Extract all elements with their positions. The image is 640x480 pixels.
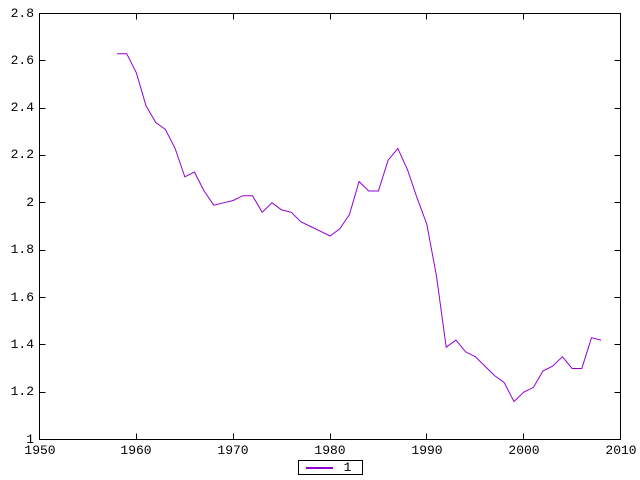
y-tick-label: 1	[26, 432, 34, 447]
x-tick-label: 1980	[314, 443, 346, 458]
legend-label: 1	[343, 460, 352, 475]
legend-box: 1	[298, 460, 363, 475]
y-tick-label: 2.8	[10, 6, 34, 21]
x-tick-label: 2010	[605, 443, 637, 458]
y-tick-label: 2.2	[10, 147, 34, 162]
x-tick-label: 2000	[508, 443, 540, 458]
plot-border	[39, 13, 621, 440]
legend-line-sample	[306, 466, 333, 469]
y-tick-label: 2	[26, 195, 34, 210]
x-tick-label: 1970	[217, 443, 249, 458]
y-tick-label: 1.8	[10, 242, 34, 257]
tick-marks	[39, 13, 621, 440]
y-tick-label: 2.6	[10, 53, 34, 68]
y-tick-label: 1.6	[10, 290, 34, 305]
x-tick-label: 1950	[24, 443, 56, 458]
data-line-series-1	[117, 53, 602, 403]
y-tick-label: 1.4	[10, 337, 34, 352]
x-tick-label: 1960	[120, 443, 152, 458]
x-tick-label: 1990	[411, 443, 443, 458]
y-tick-label: 2.4	[10, 100, 34, 115]
y-tick-label: 1.2	[10, 384, 34, 399]
